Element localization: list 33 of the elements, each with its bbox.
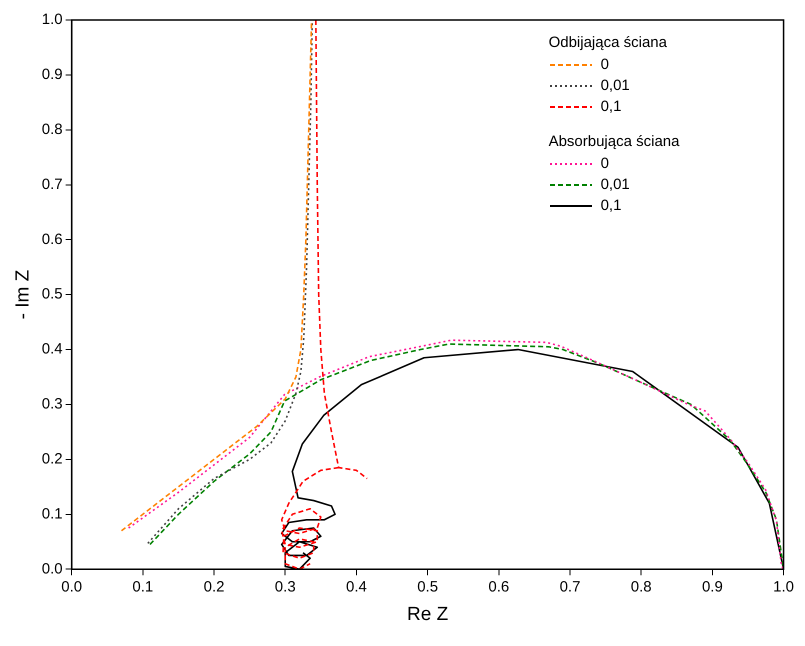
legend-label: 0,1: [600, 98, 622, 115]
y-tick-label: 1.0: [42, 11, 63, 28]
x-tick-label: 0.6: [488, 578, 510, 596]
annotation: Absorbująca ściana: [548, 132, 680, 152]
legend-label: 0,1: [600, 197, 622, 214]
x-tick-label: 0.3: [274, 578, 296, 596]
legend-label: 0: [600, 56, 609, 73]
annotation: Odbijająca ściana: [548, 33, 668, 53]
x-tick-label: 0.1: [132, 578, 154, 596]
y-tick-label: 0.8: [42, 120, 63, 138]
y-tick-label: 0.6: [42, 230, 63, 248]
y-tick-label: 0.0: [42, 560, 63, 578]
y-tick-label: 0.5: [42, 286, 63, 303]
x-tick-label: 0.5: [417, 578, 438, 596]
y-tick-label: 0.7: [42, 176, 63, 193]
y-tick-label: 0.2: [42, 450, 63, 468]
legend-label: 0,01: [600, 77, 630, 94]
x-tick-label: 0.7: [560, 578, 580, 596]
y-tick-label: 0.1: [42, 505, 63, 522]
x-tick-label: 0.8: [630, 578, 652, 596]
legend-label: 0: [600, 155, 609, 172]
y-axis-title: - Im Z: [12, 269, 34, 320]
y-tick-label: 0.4: [42, 340, 63, 358]
x-tick-label: 0.4: [346, 578, 367, 596]
line-series: [147, 20, 314, 544]
x-tick-label: 0.9: [702, 578, 723, 596]
x-tick-label: 1.0: [773, 578, 794, 596]
x-tick-label: 0.2: [204, 578, 224, 596]
y-tick-label: 0.9: [42, 66, 63, 84]
legend-label: 0,01: [600, 176, 630, 193]
x-axis-title: Re Z: [407, 604, 449, 625]
y-tick-label: 0.3: [42, 396, 63, 413]
x-tick-label: 0.0: [61, 578, 82, 596]
